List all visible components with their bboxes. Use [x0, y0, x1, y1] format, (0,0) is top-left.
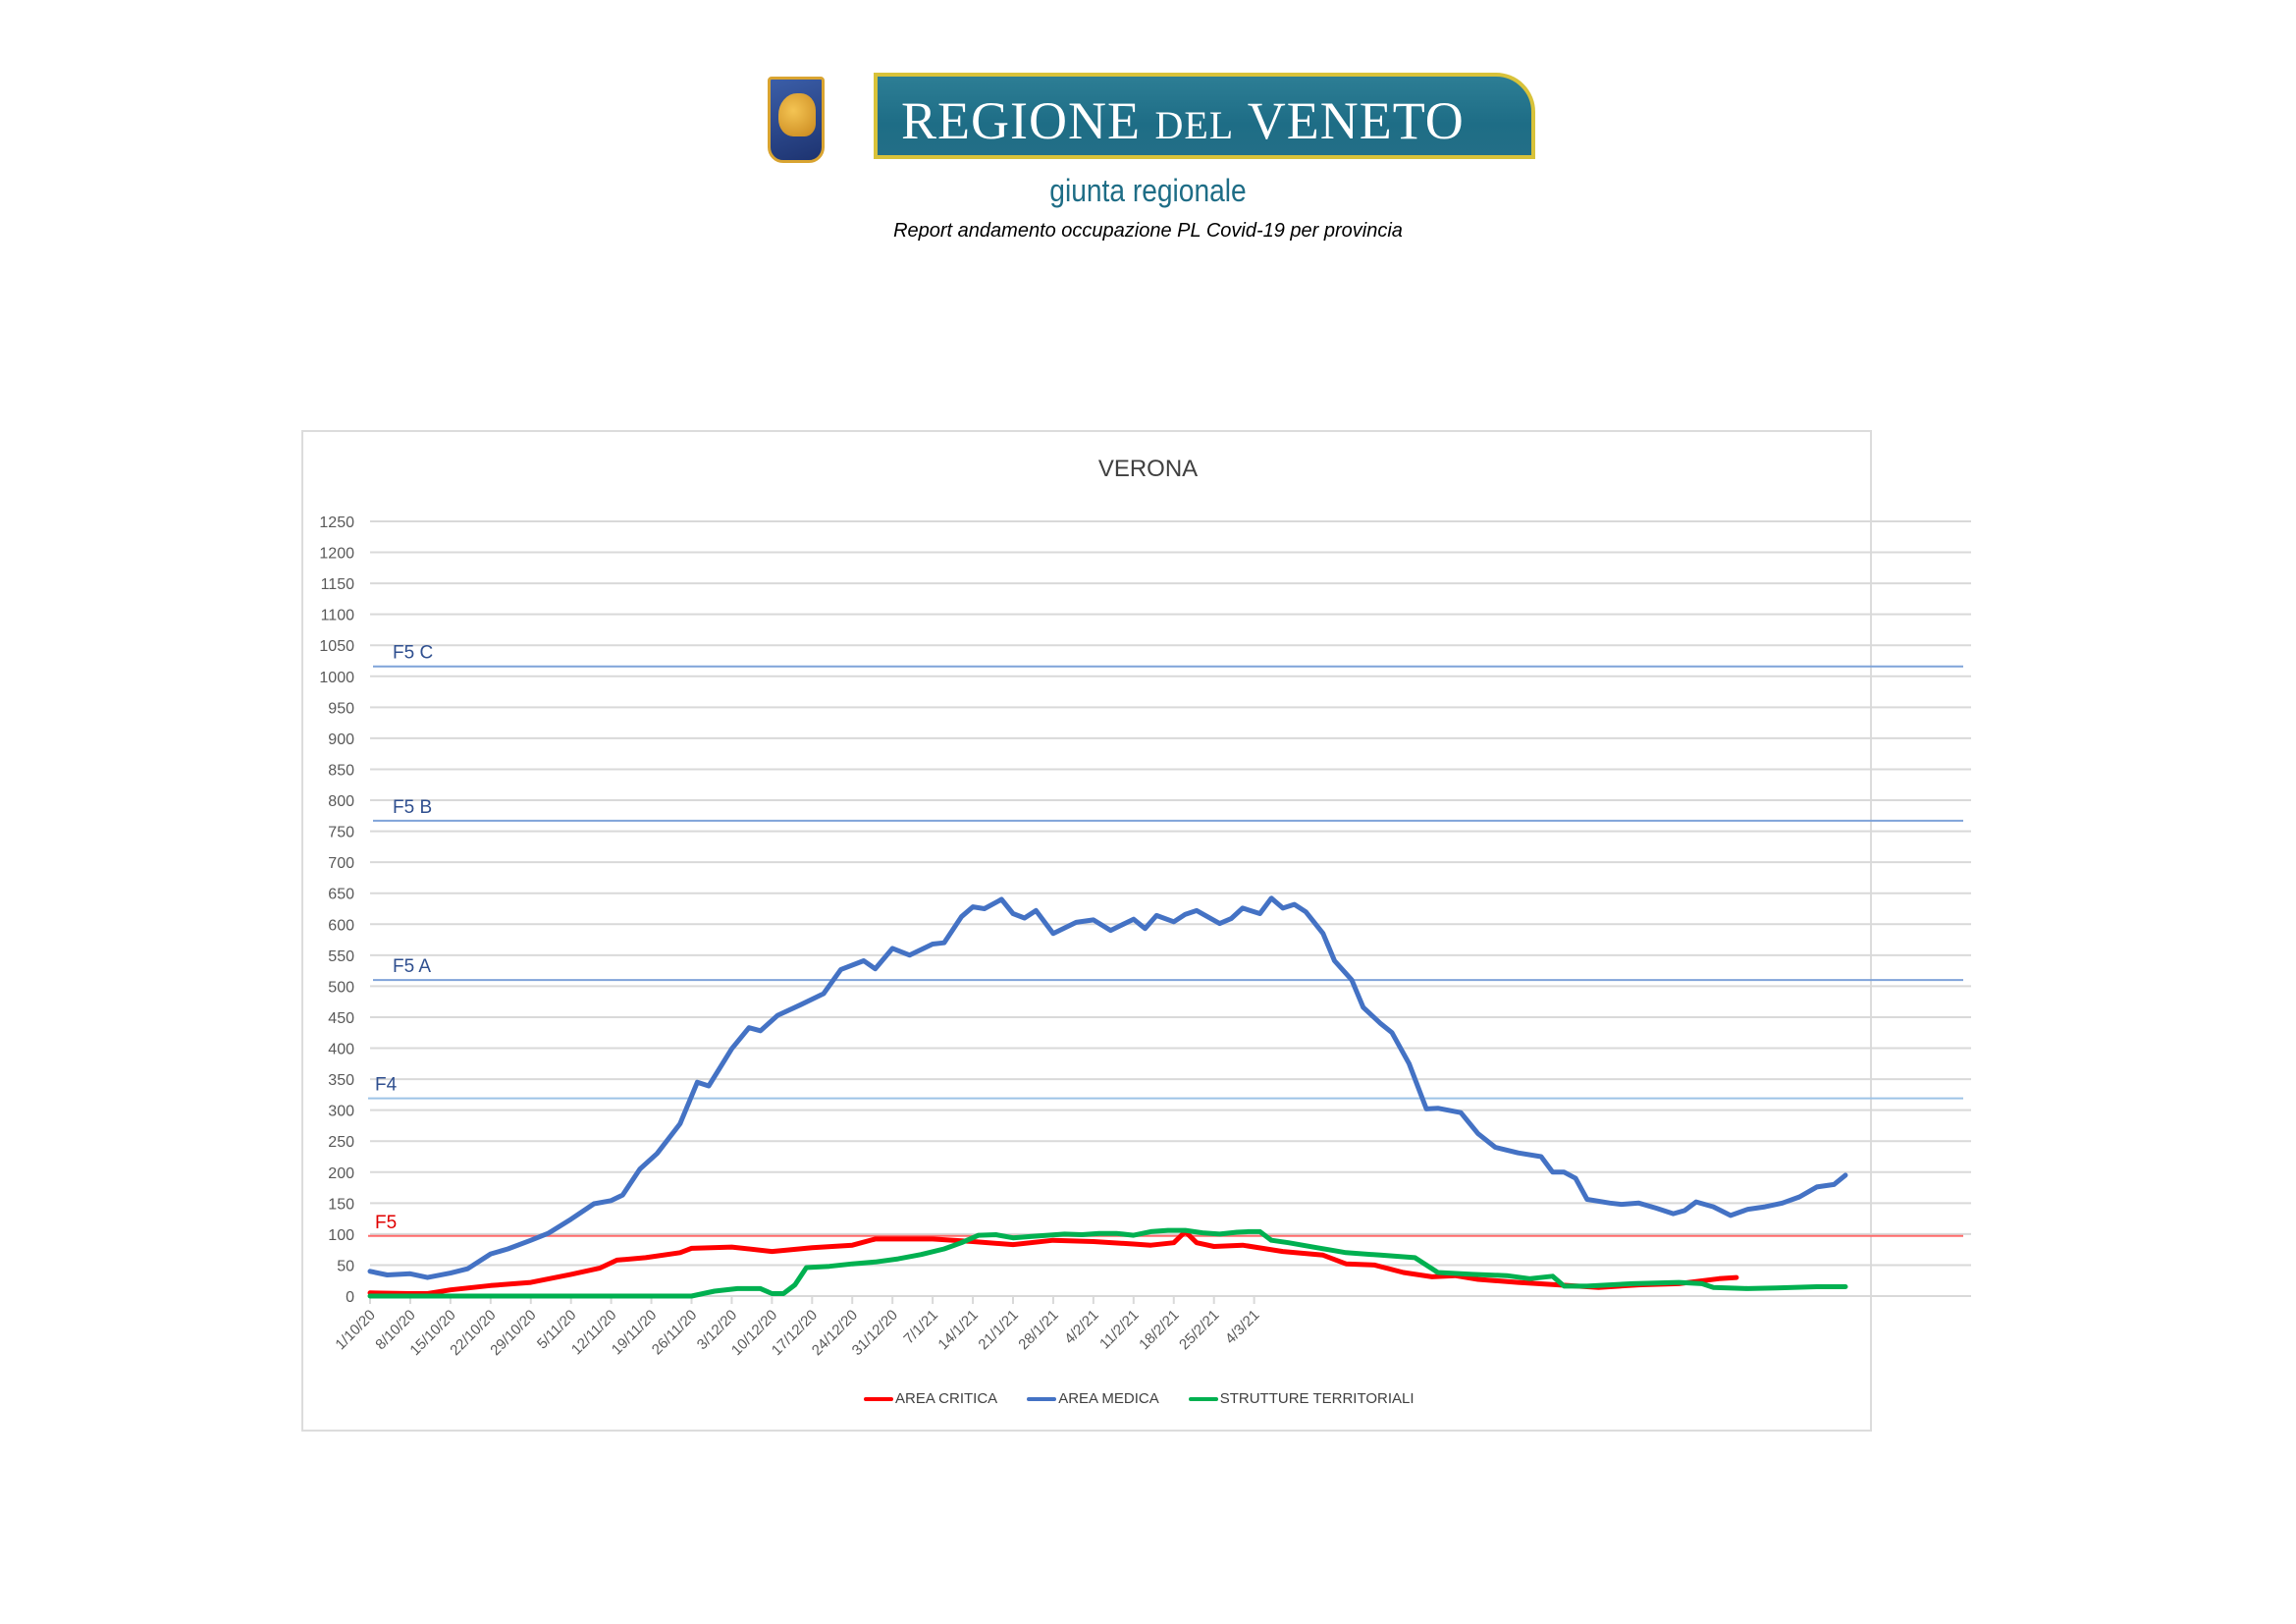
x-tick-label: 1/10/20 — [332, 1307, 378, 1353]
y-tick-label: 350 — [328, 1072, 354, 1089]
y-tick-label: 600 — [328, 917, 354, 934]
x-tick-label: 11/2/21 — [1096, 1307, 1143, 1353]
giunta-regionale-label: giunta regionale — [1049, 173, 1247, 208]
y-tick-label: 1200 — [319, 546, 354, 563]
x-tick-label: 28/1/21 — [1015, 1307, 1061, 1353]
y-tick-label: 200 — [328, 1165, 354, 1182]
x-tick-label: 14/1/21 — [934, 1307, 981, 1353]
y-tick-label: 1000 — [319, 670, 354, 686]
report-subtitle: Report andamento occupazione PL Covid-19… — [893, 220, 1403, 242]
x-tick-label: 21/1/21 — [975, 1307, 1021, 1353]
y-tick-label: 550 — [328, 948, 354, 965]
legend-item: AREA MEDICA — [1027, 1390, 1159, 1407]
y-tick-label: 850 — [328, 762, 354, 779]
legend-item: STRUTTURE TERRITORIALI — [1188, 1390, 1415, 1407]
threshold-label: F5 — [375, 1213, 397, 1233]
y-tick-label: 1250 — [319, 514, 354, 531]
y-tick-label: 400 — [328, 1042, 354, 1058]
lion-crest-icon — [768, 77, 825, 163]
threshold-label: F5 C — [393, 643, 433, 664]
y-tick-label: 700 — [328, 855, 354, 872]
y-tick-label: 750 — [328, 825, 354, 841]
legend-swatch-icon — [1188, 1396, 1218, 1401]
y-tick-label: 1150 — [321, 576, 355, 593]
y-tick-label: 50 — [337, 1258, 354, 1274]
chart-legend: AREA CRITICA AREA MEDICA STRUTTURE TERRITO… — [864, 1390, 1415, 1407]
legend-swatch-icon — [1027, 1396, 1057, 1401]
y-tick-label: 800 — [328, 793, 354, 810]
legend-label: AREA MEDICA — [1058, 1390, 1159, 1407]
legend-swatch-icon — [864, 1396, 893, 1401]
threshold-label: F4 — [375, 1075, 398, 1096]
y-tick-label: 650 — [328, 887, 354, 903]
y-tick-label: 1100 — [321, 608, 355, 624]
x-tick-label: 4/3/21 — [1222, 1307, 1263, 1348]
y-tick-label: 450 — [328, 1010, 354, 1027]
y-tick-label: 300 — [328, 1104, 354, 1120]
threshold-label: F5 B — [393, 797, 432, 818]
legend-label: AREA CRITICA — [895, 1390, 998, 1407]
logo-banner: REGIONE DEL VENETO — [874, 73, 1535, 159]
x-tick-label: 25/2/21 — [1176, 1307, 1222, 1353]
y-tick-label: 250 — [328, 1134, 354, 1151]
y-tick-label: 100 — [328, 1227, 354, 1244]
logo-text-del: DEL — [1154, 103, 1235, 147]
x-tick-label: 26/11/20 — [649, 1307, 701, 1359]
y-tick-label: 150 — [328, 1196, 354, 1213]
y-tick-label: 950 — [328, 700, 354, 717]
y-tick-label: 1050 — [319, 638, 354, 655]
regione-veneto-logo: REGIONE DEL VENETO — [768, 73, 1535, 163]
series-line — [367, 1227, 1848, 1299]
legend-label: STRUTTURE TERRITORIALI — [1219, 1390, 1415, 1407]
y-tick-label: 0 — [346, 1289, 354, 1306]
series-line — [367, 895, 1848, 1280]
threshold-label: F5 A — [393, 956, 431, 977]
y-tick-label: 900 — [328, 731, 354, 748]
x-tick-label: 18/2/21 — [1136, 1307, 1182, 1353]
series-line — [367, 1228, 1739, 1296]
logo-text-region: VENETO — [1247, 91, 1465, 150]
legend-item: AREA CRITICA — [864, 1390, 997, 1407]
chart-title: VERONA — [1097, 456, 1199, 482]
logo-text-main: REGIONE — [901, 91, 1141, 150]
y-tick-label: 500 — [328, 979, 354, 996]
